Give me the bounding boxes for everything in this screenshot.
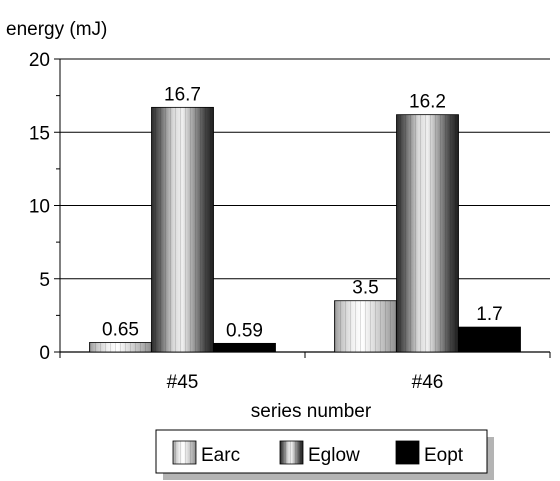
x-axis-title: series number (251, 401, 372, 422)
x-tick-label: #45 (167, 372, 199, 393)
y-axis: 0 5 10 15 20 (29, 50, 61, 364)
y-axis-title: energy (mJ) (6, 19, 107, 40)
data-label: 0.65 (102, 319, 139, 340)
legend-label-eopt: Eopt (424, 445, 464, 466)
bar-texture (396, 114, 459, 352)
y-tick-label: 5 (39, 270, 50, 291)
bar-eopt-2 (458, 326, 521, 353)
legend-swatch-texture (280, 441, 303, 464)
legend-label-earc: Earc (201, 445, 240, 466)
data-label: 0.59 (226, 320, 263, 341)
legend: Earc Eglow Eopt (155, 429, 494, 480)
bar-texture (334, 300, 397, 352)
data-labels: 0.65 16.7 0.59 3.5 16.2 1.7 (102, 84, 503, 341)
y-tick-label: 20 (29, 50, 50, 71)
bars (89, 106, 521, 353)
gridlines (60, 58, 550, 280)
bar-texture (89, 342, 152, 352)
x-tick-label: #46 (412, 372, 444, 393)
legend-label-eglow: Eglow (308, 445, 360, 466)
x-axis: #45 #46 (59, 351, 551, 393)
legend-swatch-texture (173, 441, 196, 464)
bar-eopt-1 (213, 342, 276, 353)
data-label: 1.7 (476, 304, 502, 325)
data-label: 16.7 (164, 84, 201, 105)
y-tick-label: 15 (29, 123, 50, 144)
data-label: 16.2 (409, 92, 446, 113)
y-tick-label: 10 (29, 197, 50, 218)
legend-swatch-eopt (395, 440, 420, 465)
bar-texture (151, 107, 214, 352)
y-tick-label: 0 (39, 343, 50, 364)
legend-box (155, 429, 488, 474)
data-label: 3.5 (352, 278, 378, 299)
